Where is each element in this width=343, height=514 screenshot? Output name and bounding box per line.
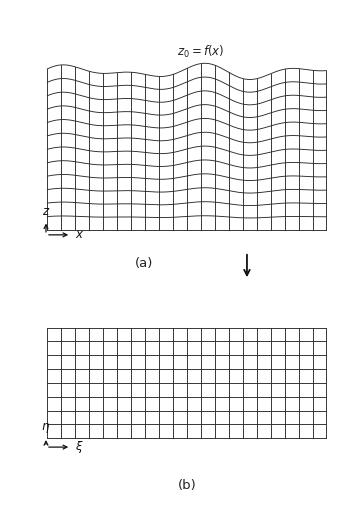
Text: $z$: $z$ <box>42 205 50 218</box>
Text: $\eta$: $\eta$ <box>42 421 50 435</box>
Text: (b): (b) <box>178 479 196 492</box>
Text: (a): (a) <box>135 257 153 270</box>
Text: $z_0 = f(x)$: $z_0 = f(x)$ <box>177 44 225 60</box>
Text: $\xi$: $\xi$ <box>75 439 84 455</box>
Text: $x$: $x$ <box>75 228 85 242</box>
